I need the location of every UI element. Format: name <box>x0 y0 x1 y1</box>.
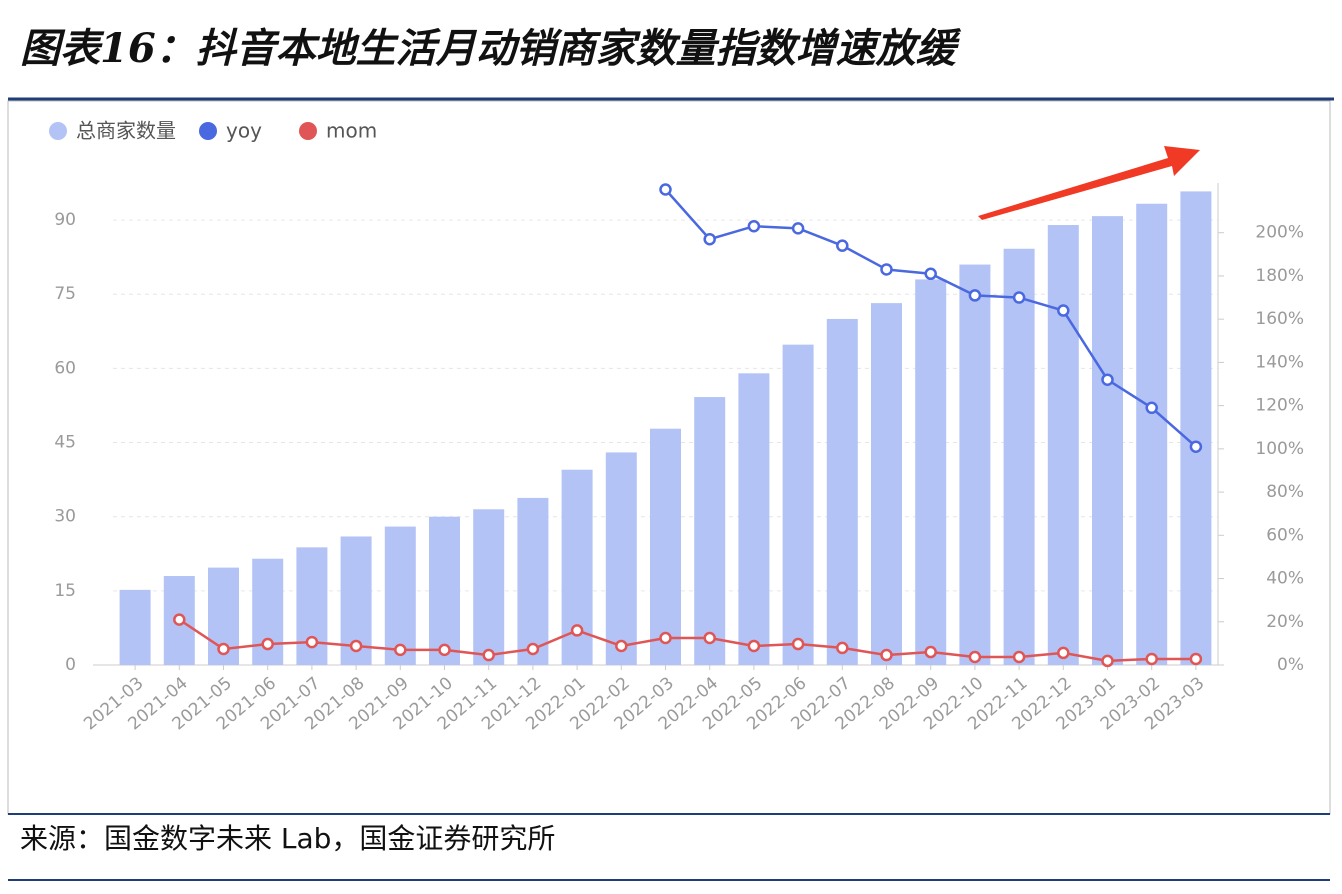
bar <box>119 589 151 665</box>
bar <box>1003 248 1035 665</box>
legend-label: 总商家数量 <box>76 119 176 143</box>
point <box>349 639 363 653</box>
point <box>791 637 805 651</box>
point <box>570 624 584 637</box>
point <box>1057 646 1070 660</box>
y2-tick-label: 80% <box>1266 482 1304 502</box>
bar <box>959 264 991 665</box>
point <box>438 643 451 657</box>
y2-tick-label: 20% <box>1266 612 1304 632</box>
bar <box>915 279 947 665</box>
bar <box>1047 225 1079 665</box>
point <box>1057 304 1070 317</box>
point <box>924 645 937 659</box>
point <box>703 232 716 246</box>
bar <box>1180 191 1212 665</box>
legend-swatch <box>299 122 317 140</box>
bar <box>1092 216 1123 665</box>
bar <box>826 318 858 665</box>
bar <box>384 526 416 665</box>
bar <box>429 516 460 665</box>
bar <box>1136 203 1168 666</box>
legend-swatch <box>49 122 67 140</box>
point <box>261 637 274 651</box>
arrow-annotation <box>978 146 1200 220</box>
y-tick-label: 0 <box>65 655 76 675</box>
y-tick-label: 15 <box>54 581 76 601</box>
line-2 <box>178 618 1196 663</box>
point <box>968 289 982 302</box>
point <box>1189 440 1203 453</box>
point <box>1012 291 1026 304</box>
legend-label: yoy <box>226 119 262 143</box>
y2-tick-label: 120% <box>1255 396 1304 416</box>
point <box>836 239 849 252</box>
y-tick-label: 45 <box>54 433 76 453</box>
bar <box>517 497 549 665</box>
y2-tick-label: 100% <box>1255 439 1304 459</box>
point <box>482 648 495 662</box>
y-tick-label: 30 <box>54 507 76 527</box>
y2-tick-label: 40% <box>1266 569 1304 589</box>
bar <box>605 452 637 665</box>
point <box>703 631 716 645</box>
bar <box>650 428 681 665</box>
point <box>394 643 407 657</box>
point <box>615 639 628 653</box>
point <box>836 641 849 655</box>
point <box>659 183 672 196</box>
legend-label: mom <box>326 119 377 143</box>
y-tick-label: 75 <box>54 284 76 304</box>
y2-tick-label: 160% <box>1255 309 1304 329</box>
bar <box>738 373 770 665</box>
bar <box>473 509 505 665</box>
bar <box>694 397 726 665</box>
point <box>880 263 893 276</box>
point <box>1145 401 1158 415</box>
y2-tick-label: 60% <box>1266 525 1304 545</box>
point <box>924 267 937 281</box>
point <box>747 219 761 233</box>
point <box>1189 652 1203 666</box>
point <box>659 631 672 645</box>
point <box>1145 652 1158 666</box>
point <box>1101 373 1114 386</box>
chart-title: 图表16：抖音本地生活月动销商家数量指数增速放缓 <box>20 25 962 72</box>
point <box>791 222 805 235</box>
bar <box>871 303 902 665</box>
point <box>747 639 761 653</box>
point <box>305 635 319 649</box>
y2-tick-label: 200% <box>1255 223 1304 243</box>
point <box>968 650 982 664</box>
point <box>526 642 540 656</box>
point <box>880 648 893 662</box>
bar <box>782 344 814 665</box>
y2-tick-label: 180% <box>1255 266 1304 286</box>
point <box>1012 650 1026 664</box>
y2-tick-label: 0% <box>1277 655 1304 675</box>
y-tick-label: 60 <box>54 358 76 378</box>
point <box>217 642 230 656</box>
legend-swatch <box>199 122 217 140</box>
y2-tick-label: 140% <box>1255 352 1304 372</box>
y-tick-label: 90 <box>54 210 76 230</box>
point <box>1101 654 1114 668</box>
source: 来源：国金数字未来 Lab，国金证券研究所 <box>20 822 555 855</box>
point <box>173 613 186 626</box>
